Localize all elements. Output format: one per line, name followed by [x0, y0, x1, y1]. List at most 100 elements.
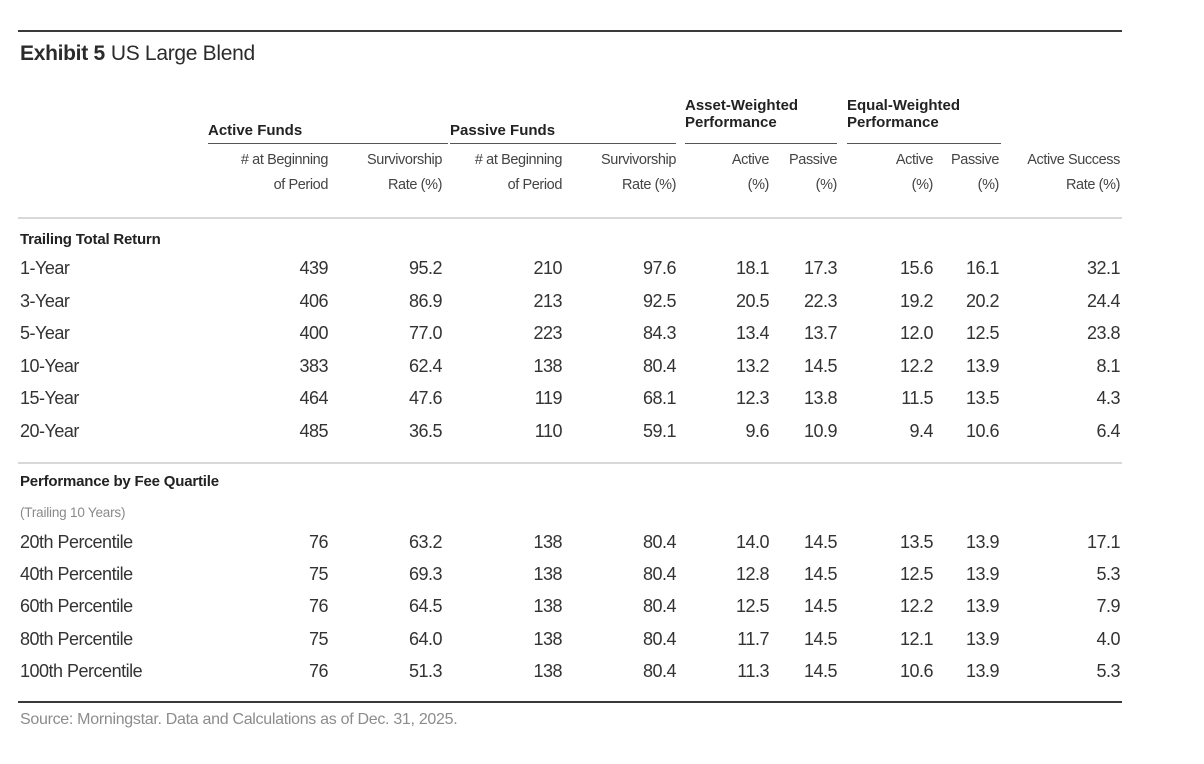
- col-header-passive-count: # at Beginning of Period: [474, 152, 563, 193]
- group-header-equal-weighted: Equal-Weighted Performance: [847, 97, 960, 131]
- exhibit-label: Exhibit 5: [20, 42, 105, 65]
- row-label: 80th Percentile: [20, 628, 133, 649]
- cell-active-success-rate: 5.3: [1096, 564, 1120, 585]
- row-label: 100th Percentile: [20, 660, 143, 681]
- cell-passive-survivorship: 59.1: [642, 420, 677, 441]
- cell-equal-weighted-passive: 13.9: [965, 596, 1000, 617]
- cell-active-success-rate: 4.0: [1096, 628, 1120, 649]
- col-header-asset-weighted-active: Active (%): [731, 152, 769, 193]
- col-header-passive-survivorship: Survivorship Rate (%): [601, 152, 676, 193]
- group-header-equal-weighted-line1: Equal-Weighted: [847, 97, 961, 114]
- cell-equal-weighted-active: 15.6: [899, 258, 934, 278]
- table-row: 20th Percentile 76 63.2 138 80.4 14.0 14.5 13.5…: [18, 528, 1122, 558]
- cell-passive-survivorship: 80.4: [642, 564, 677, 585]
- cell-active-success-rate: 6.4: [1096, 420, 1120, 441]
- row-label: 10-Year: [20, 355, 79, 376]
- row-label: 20th Percentile: [20, 532, 133, 552]
- cell-passive-count: 138: [533, 355, 562, 376]
- cell-active-count: 76: [308, 660, 329, 681]
- group-rule-asset-weighted: [685, 143, 837, 144]
- table-row: 3-Year 406 86.9 213 92.5 20.5 22.3 19.2 20.2 24.4: [18, 287, 1122, 317]
- cell-passive-survivorship: 80.4: [642, 532, 677, 552]
- cell-active-count: 383: [299, 355, 328, 376]
- cell-passive-survivorship: 84.3: [642, 323, 677, 343]
- cell-asset-weighted-active: 13.4: [735, 323, 770, 343]
- cell-asset-weighted-passive: 10.9: [803, 420, 838, 441]
- cell-passive-survivorship: 80.4: [642, 596, 677, 617]
- group-rule-passive: [450, 143, 676, 144]
- cell-active-survivorship: 64.5: [408, 596, 443, 617]
- bottom-rule: [18, 701, 1122, 703]
- cell-equal-weighted-active: 19.2: [899, 290, 934, 311]
- section-title-trailing-return: Trailing Total Return: [20, 231, 161, 248]
- cell-passive-survivorship: 80.4: [642, 628, 677, 649]
- cell-active-survivorship: 36.5: [408, 420, 443, 441]
- cell-active-count: 406: [299, 290, 328, 311]
- exhibit-name: US Large Blend: [110, 42, 255, 65]
- cell-asset-weighted-active: 12.5: [735, 596, 770, 617]
- cell-asset-weighted-passive: 13.8: [803, 388, 838, 408]
- cell-active-survivorship: 62.4: [408, 355, 443, 376]
- cell-asset-weighted-active: 13.2: [735, 355, 770, 376]
- cell-passive-count: 119: [534, 388, 563, 408]
- cell-asset-weighted-active: 9.6: [745, 420, 769, 441]
- col-header-active-survivorship: Survivorship Rate (%): [367, 152, 442, 193]
- cell-active-count: 400: [299, 323, 328, 343]
- cell-active-count: 75: [308, 564, 329, 585]
- exhibit-table: Exhibit 5 US Large Blend Active Funds Pas…: [18, 0, 1122, 764]
- table-row: 5-Year 400 77.0 223 84.3 13.4 13.7 12.0 12.5 23.8: [18, 319, 1122, 349]
- cell-passive-count: 138: [533, 628, 562, 649]
- cell-active-count: 75: [308, 628, 329, 649]
- section-title-fee-quartile: Performance by Fee Quartile: [20, 473, 219, 490]
- cell-equal-weighted-active: 12.1: [899, 628, 934, 649]
- cell-active-success-rate: 8.1: [1096, 355, 1120, 376]
- cell-asset-weighted-passive: 13.7: [803, 323, 838, 343]
- cell-passive-survivorship: 68.1: [642, 388, 677, 408]
- cell-active-success-rate: 4.3: [1096, 388, 1120, 408]
- cell-asset-weighted-active: 14.0: [735, 532, 770, 552]
- cell-equal-weighted-passive: 12.5: [965, 323, 1000, 343]
- cell-asset-weighted-passive: 14.5: [803, 564, 838, 585]
- table-row: 20-Year 485 36.5 110 59.1 9.6 10.9 9.4 10.6 6.4: [18, 417, 1122, 447]
- cell-active-success-rate: 24.4: [1086, 290, 1121, 311]
- cell-active-count: 439: [299, 258, 328, 278]
- cell-asset-weighted-passive: 14.5: [803, 355, 838, 376]
- cell-equal-weighted-passive: 13.9: [965, 564, 1000, 585]
- row-label: 60th Percentile: [20, 596, 133, 617]
- row-label: 20-Year: [20, 420, 79, 441]
- col-header-equal-weighted-passive: Passive (%): [951, 152, 999, 193]
- cell-active-count: 76: [308, 532, 329, 552]
- cell-equal-weighted-active: 12.2: [899, 596, 934, 617]
- cell-passive-count: 213: [533, 290, 562, 311]
- section-note-fee-quartile: (Trailing 10 Years): [20, 505, 126, 520]
- cell-asset-weighted-passive: 14.5: [803, 596, 838, 617]
- cell-equal-weighted-passive: 13.5: [965, 388, 1000, 408]
- table-row: 40th Percentile 75 69.3 138 80.4 12.8 14.5 12.5…: [18, 560, 1122, 590]
- cell-asset-weighted-passive: 22.3: [803, 290, 838, 311]
- cell-active-survivorship: 47.6: [408, 388, 443, 408]
- cell-equal-weighted-passive: 13.9: [965, 628, 1000, 649]
- cell-asset-weighted-active: 18.1: [735, 258, 770, 278]
- cell-passive-count: 223: [533, 323, 562, 343]
- cell-asset-weighted-active: 12.3: [735, 388, 770, 408]
- row-label: 15-Year: [20, 388, 79, 408]
- cell-equal-weighted-passive: 20.2: [965, 290, 1000, 311]
- row-label: 40th Percentile: [20, 564, 133, 585]
- cell-active-count: 485: [299, 420, 328, 441]
- group-header-asset-weighted-line1: Asset-Weighted: [685, 97, 799, 114]
- group-header-active-funds: Active Funds: [208, 122, 303, 139]
- cell-active-survivorship: 86.9: [408, 290, 443, 311]
- table-row: 100th Percentile 76 51.3 138 80.4 11.3 14.5 10.…: [18, 657, 1122, 687]
- cell-passive-survivorship: 92.5: [642, 290, 677, 311]
- group-header-asset-weighted-line2: Performance: [685, 114, 777, 131]
- col-header-active-count: # at Beginning of Period: [240, 152, 329, 193]
- cell-asset-weighted-active: 12.8: [735, 564, 770, 585]
- cell-equal-weighted-passive: 13.9: [965, 532, 1000, 552]
- table-row: 60th Percentile 76 64.5 138 80.4 12.5 14.5 12.2…: [18, 592, 1122, 622]
- cell-active-success-rate: 17.1: [1086, 532, 1121, 552]
- cell-asset-weighted-active: 11.7: [737, 628, 769, 649]
- cell-equal-weighted-passive: 13.9: [965, 660, 1000, 681]
- cell-active-success-rate: 5.3: [1096, 660, 1120, 681]
- cell-equal-weighted-active: 12.5: [899, 564, 934, 585]
- cell-asset-weighted-passive: 14.5: [803, 532, 838, 552]
